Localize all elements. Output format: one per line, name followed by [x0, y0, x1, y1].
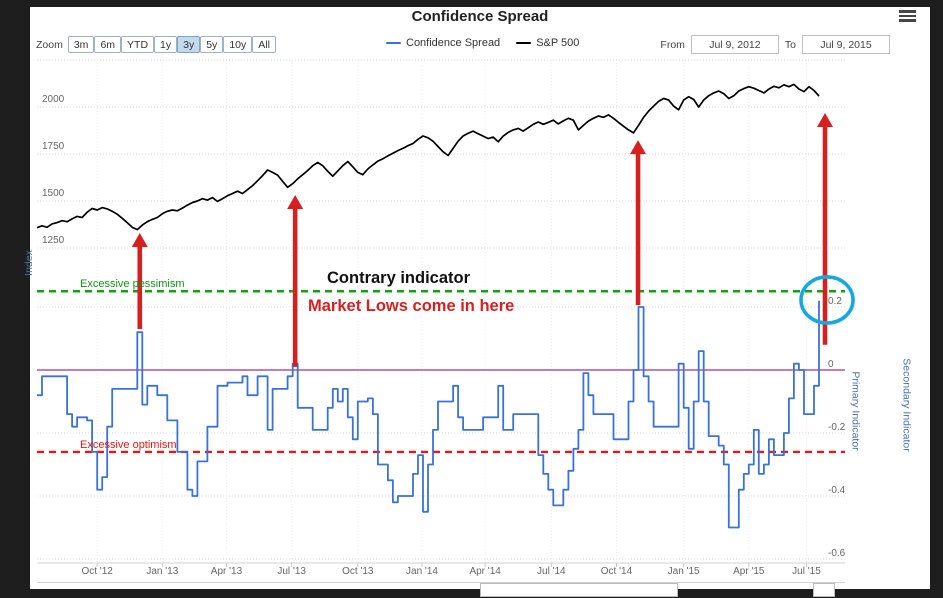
x-axis-tick-label: Apr '15: [733, 566, 765, 577]
x-axis-tick-label: Jul '14: [537, 566, 566, 577]
chart-legend: Confidence Spread S&P 500: [386, 37, 579, 49]
x-axis-tick-label: Oct '13: [342, 566, 374, 577]
legend-item-s-p-500[interactable]: S&P 500: [516, 37, 579, 49]
zoom-button-all[interactable]: All: [252, 36, 276, 53]
primary-axis-tick-label: 1750: [42, 141, 65, 152]
contrary-indicator-annotation: Contrary indicator: [327, 269, 471, 287]
secondary-axis-tick-label: 0.2: [828, 296, 842, 307]
primary-axis-tick-label: 1250: [42, 235, 65, 246]
zoom-button-3m[interactable]: 3m: [67, 36, 95, 53]
x-axis-tick-label: Jan '15: [667, 566, 700, 577]
secondary-axis-tick-label: -0.2: [828, 422, 846, 433]
secondary-axis-tick-label: 0: [828, 359, 834, 370]
date-range-controls: From To: [660, 35, 890, 54]
x-axis-tick-label: Oct '14: [600, 566, 633, 577]
plot-area[interactable]: [30, 7, 930, 589]
series-s-p-500: [36, 83, 820, 231]
to-date-input[interactable]: [802, 35, 890, 54]
zoom-button-ytd[interactable]: YTD: [121, 36, 155, 53]
excessive-optimism-label: Excessive optimism: [80, 439, 177, 451]
from-date-input[interactable]: [690, 35, 779, 54]
from-label: From: [660, 38, 685, 51]
secondary-axis-title-secondary-indicator: Secondary Indicator: [900, 358, 913, 452]
hamburger-menu-icon[interactable]: [899, 10, 916, 23]
secondary-axis-tick-label: -0.6: [828, 548, 846, 559]
annotation-arrowhead-4: [817, 113, 834, 128]
x-axis-tick-label: Jan '13: [146, 566, 179, 577]
legend-label: Confidence Spread: [406, 37, 501, 49]
to-label: To: [784, 38, 796, 51]
navigator-track[interactable]: [37, 582, 845, 583]
zoom-buttons-group: 3m 6m YTD 1y 3y 5y 10y All: [67, 36, 276, 53]
secondary-axis-tick-label: -0.4: [828, 485, 846, 496]
navigator-handle[interactable]: [813, 583, 835, 597]
primary-y-axis-title: Index: [22, 250, 35, 276]
primary-axis-tick-label: 2000: [42, 94, 65, 105]
zoom-button-1y[interactable]: 1y: [154, 36, 178, 53]
zoom-button-10y[interactable]: 10y: [223, 36, 253, 53]
x-axis-tick-label: Apr '13: [210, 566, 243, 577]
x-axis-tick-label: Jul '15: [792, 566, 821, 577]
chart-title: Confidence Spread: [411, 8, 549, 25]
zoom-button-6m[interactable]: 6m: [94, 36, 122, 53]
zoom-button-3y[interactable]: 3y: [177, 36, 201, 53]
legend-label: S&P 500: [536, 37, 580, 49]
legend-swatch: [386, 41, 401, 45]
navigator-window[interactable]: [480, 583, 678, 597]
x-axis-tick-label: Jan '14: [406, 566, 438, 577]
series-confidence-spread: [37, 300, 820, 529]
legend-swatch: [516, 41, 532, 45]
primary-axis-tick-label: 1500: [42, 188, 65, 199]
x-axis-tick-label: Jul '13: [277, 566, 306, 577]
highlight-circle: [799, 275, 855, 325]
x-axis-tick-label: Oct '12: [81, 566, 113, 577]
excessive-pessimism-label: Excessive pessimism: [80, 278, 185, 290]
market-lows-annotation: Market Lows come in here: [308, 297, 515, 315]
chart-panel: Confidence Spread Zoom 3m 6m YTD 1y 3y 5y 10y A…: [23, 7, 930, 597]
x-axis-tick-label: Apr '14: [469, 566, 501, 577]
secondary-axis-title-primary-indicator: Primary Indicator: [849, 371, 862, 451]
annotation-arrowhead-3: [630, 140, 647, 155]
zoom-label: Zoom: [36, 38, 63, 51]
legend-item-confidence-spread[interactable]: Confidence Spread: [386, 37, 500, 49]
annotation-arrowhead-2: [287, 194, 304, 209]
annotation-arrowhead-1: [131, 232, 148, 247]
zoom-toolbar: Zoom 3m 6m YTD 1y 3y 5y 10y All: [36, 36, 276, 53]
zoom-button-5y[interactable]: 5y: [200, 36, 224, 53]
